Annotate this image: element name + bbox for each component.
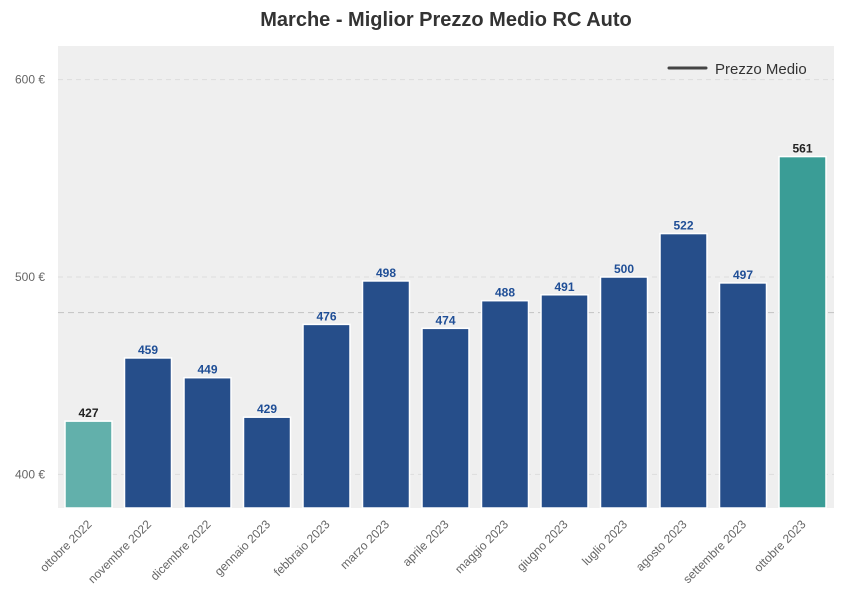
bar-value-label: 491 bbox=[554, 280, 574, 294]
bar-value-label: 427 bbox=[78, 406, 98, 420]
x-tick-label: settembre 2023 bbox=[680, 517, 749, 586]
x-tick-label: ottobre 2022 bbox=[37, 517, 95, 575]
bar bbox=[480, 299, 530, 509]
bar-value-label: 498 bbox=[376, 266, 396, 280]
x-tick-label: febbraio 2023 bbox=[271, 517, 333, 579]
y-tick-label: 600 € bbox=[15, 73, 45, 87]
bar bbox=[421, 327, 470, 509]
legend-label: Prezzo Medio bbox=[715, 61, 807, 78]
x-tick-label: gennaio 2023 bbox=[212, 517, 274, 579]
bar bbox=[123, 357, 173, 509]
y-axis-ticks: 400 € 500 € 600 € bbox=[15, 73, 45, 482]
bar bbox=[599, 276, 649, 509]
bar-value-label: 500 bbox=[614, 262, 634, 276]
bar-value-label: 561 bbox=[792, 142, 812, 156]
bar bbox=[718, 282, 768, 509]
x-tick-label: giugno 2023 bbox=[514, 517, 571, 574]
bar-value-label: 522 bbox=[673, 219, 693, 233]
bar bbox=[64, 420, 113, 509]
x-tick-label: aprile 2023 bbox=[400, 517, 452, 569]
x-tick-label: novembre 2022 bbox=[85, 517, 154, 586]
bar-value-label: 449 bbox=[197, 363, 217, 377]
x-tick-label: agosto 2023 bbox=[633, 517, 690, 574]
bar-value-label: 429 bbox=[257, 402, 277, 416]
bars bbox=[64, 155, 827, 509]
bar-value-label: 497 bbox=[733, 268, 753, 282]
y-tick-label: 400 € bbox=[15, 467, 45, 481]
bar-value-label: 476 bbox=[316, 309, 336, 323]
bar-value-label: 488 bbox=[495, 286, 515, 300]
bar bbox=[361, 280, 411, 509]
bar bbox=[302, 323, 351, 509]
x-tick-label: luglio 2023 bbox=[579, 517, 630, 568]
bar bbox=[183, 376, 232, 509]
x-tick-label: dicembre 2022 bbox=[148, 517, 214, 583]
legend: Prezzo Medio bbox=[667, 61, 807, 78]
y-tick-label: 500 € bbox=[15, 270, 45, 284]
x-tick-label: ottobre 2023 bbox=[751, 517, 809, 575]
x-tick-label: marzo 2023 bbox=[337, 517, 392, 572]
bar bbox=[540, 294, 589, 509]
bar bbox=[659, 232, 708, 509]
chart-title: Marche - Miglior Prezzo Medio RC Auto bbox=[260, 9, 632, 31]
bar bbox=[242, 416, 292, 509]
bar-value-label: 459 bbox=[138, 343, 158, 357]
value-labels: 427 459 449 429 476 498 474 488 491 500 522 497 561 bbox=[78, 142, 812, 421]
x-tick-label: maggio 2023 bbox=[452, 517, 511, 576]
bar bbox=[778, 155, 827, 509]
bar-value-label: 474 bbox=[435, 313, 455, 327]
